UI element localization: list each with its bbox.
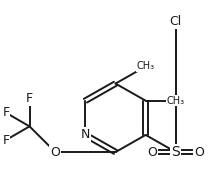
Text: F: F — [2, 106, 9, 119]
Text: O: O — [50, 146, 60, 159]
Text: F: F — [26, 93, 33, 105]
Text: CH₃: CH₃ — [167, 96, 185, 106]
Text: O: O — [194, 146, 204, 159]
Text: S: S — [171, 145, 180, 159]
Text: CH₃: CH₃ — [137, 61, 155, 72]
Text: O: O — [147, 146, 157, 159]
Text: Cl: Cl — [170, 15, 182, 28]
Text: F: F — [2, 134, 9, 147]
Text: N: N — [81, 128, 90, 141]
